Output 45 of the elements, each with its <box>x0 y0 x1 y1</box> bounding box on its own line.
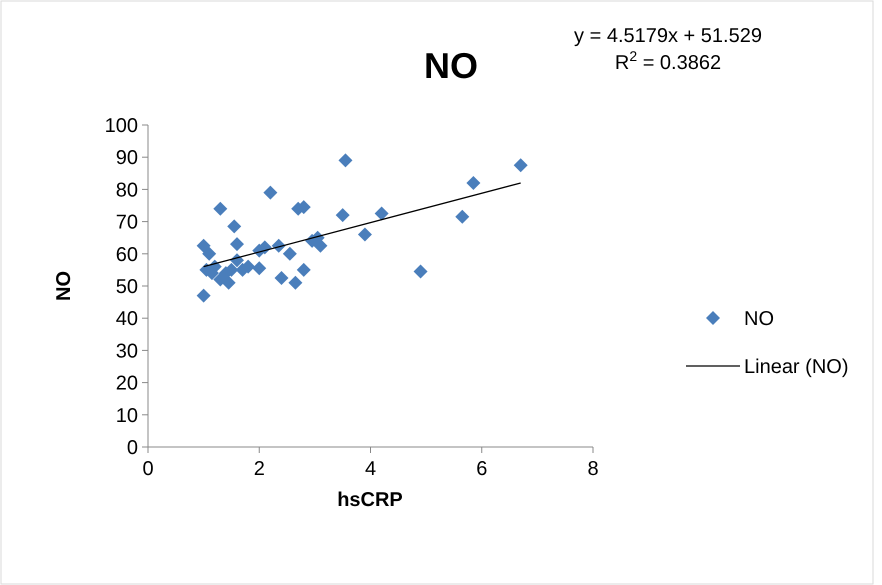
legend-label: NO <box>744 308 774 330</box>
point <box>227 219 242 234</box>
x-axis-title: hsCRP <box>337 489 403 511</box>
point <box>263 186 278 200</box>
chart-title: NO <box>424 45 478 86</box>
y-tick-label: 80 <box>116 179 138 202</box>
y-tick-label: 90 <box>116 147 138 170</box>
y-tick-label: 10 <box>116 404 138 427</box>
point <box>252 261 266 276</box>
y-tick-label: 100 <box>104 115 138 137</box>
y-axis-title: NO <box>53 271 75 301</box>
point <box>282 246 297 261</box>
point <box>514 158 528 172</box>
text: y = 4.5179x + 51.529 <box>574 25 762 47</box>
point <box>296 262 311 277</box>
y-tick-label: 50 <box>116 276 138 298</box>
y-tick-label: 70 <box>116 212 138 234</box>
x-tick-label: 2 <box>254 458 265 480</box>
point <box>202 246 216 261</box>
y-tick-label: 60 <box>116 244 138 266</box>
y-tick-label: 30 <box>116 340 138 362</box>
point <box>338 153 352 168</box>
point <box>230 237 244 252</box>
point <box>414 264 428 279</box>
x-tick-label: 4 <box>364 458 376 480</box>
point <box>196 238 211 253</box>
y-tick-label: 20 <box>116 372 138 395</box>
y-tick-label: 40 <box>116 308 138 330</box>
point <box>222 276 236 290</box>
point <box>336 208 350 222</box>
x-tick-label: 0 <box>142 458 154 480</box>
point <box>274 270 288 285</box>
point <box>196 288 211 303</box>
point <box>374 206 389 221</box>
point <box>455 210 470 224</box>
point <box>213 202 228 216</box>
x-tick-label: 6 <box>476 458 488 480</box>
point <box>288 276 302 290</box>
x-tick-label: 8 <box>587 458 599 480</box>
point <box>313 238 328 253</box>
text: R$^{2}$ = 0.3862 <box>614 48 722 74</box>
point <box>358 227 372 242</box>
y-tick-label: 0 <box>126 437 138 459</box>
point <box>466 176 480 190</box>
legend-label: Linear (NO) <box>744 356 848 378</box>
